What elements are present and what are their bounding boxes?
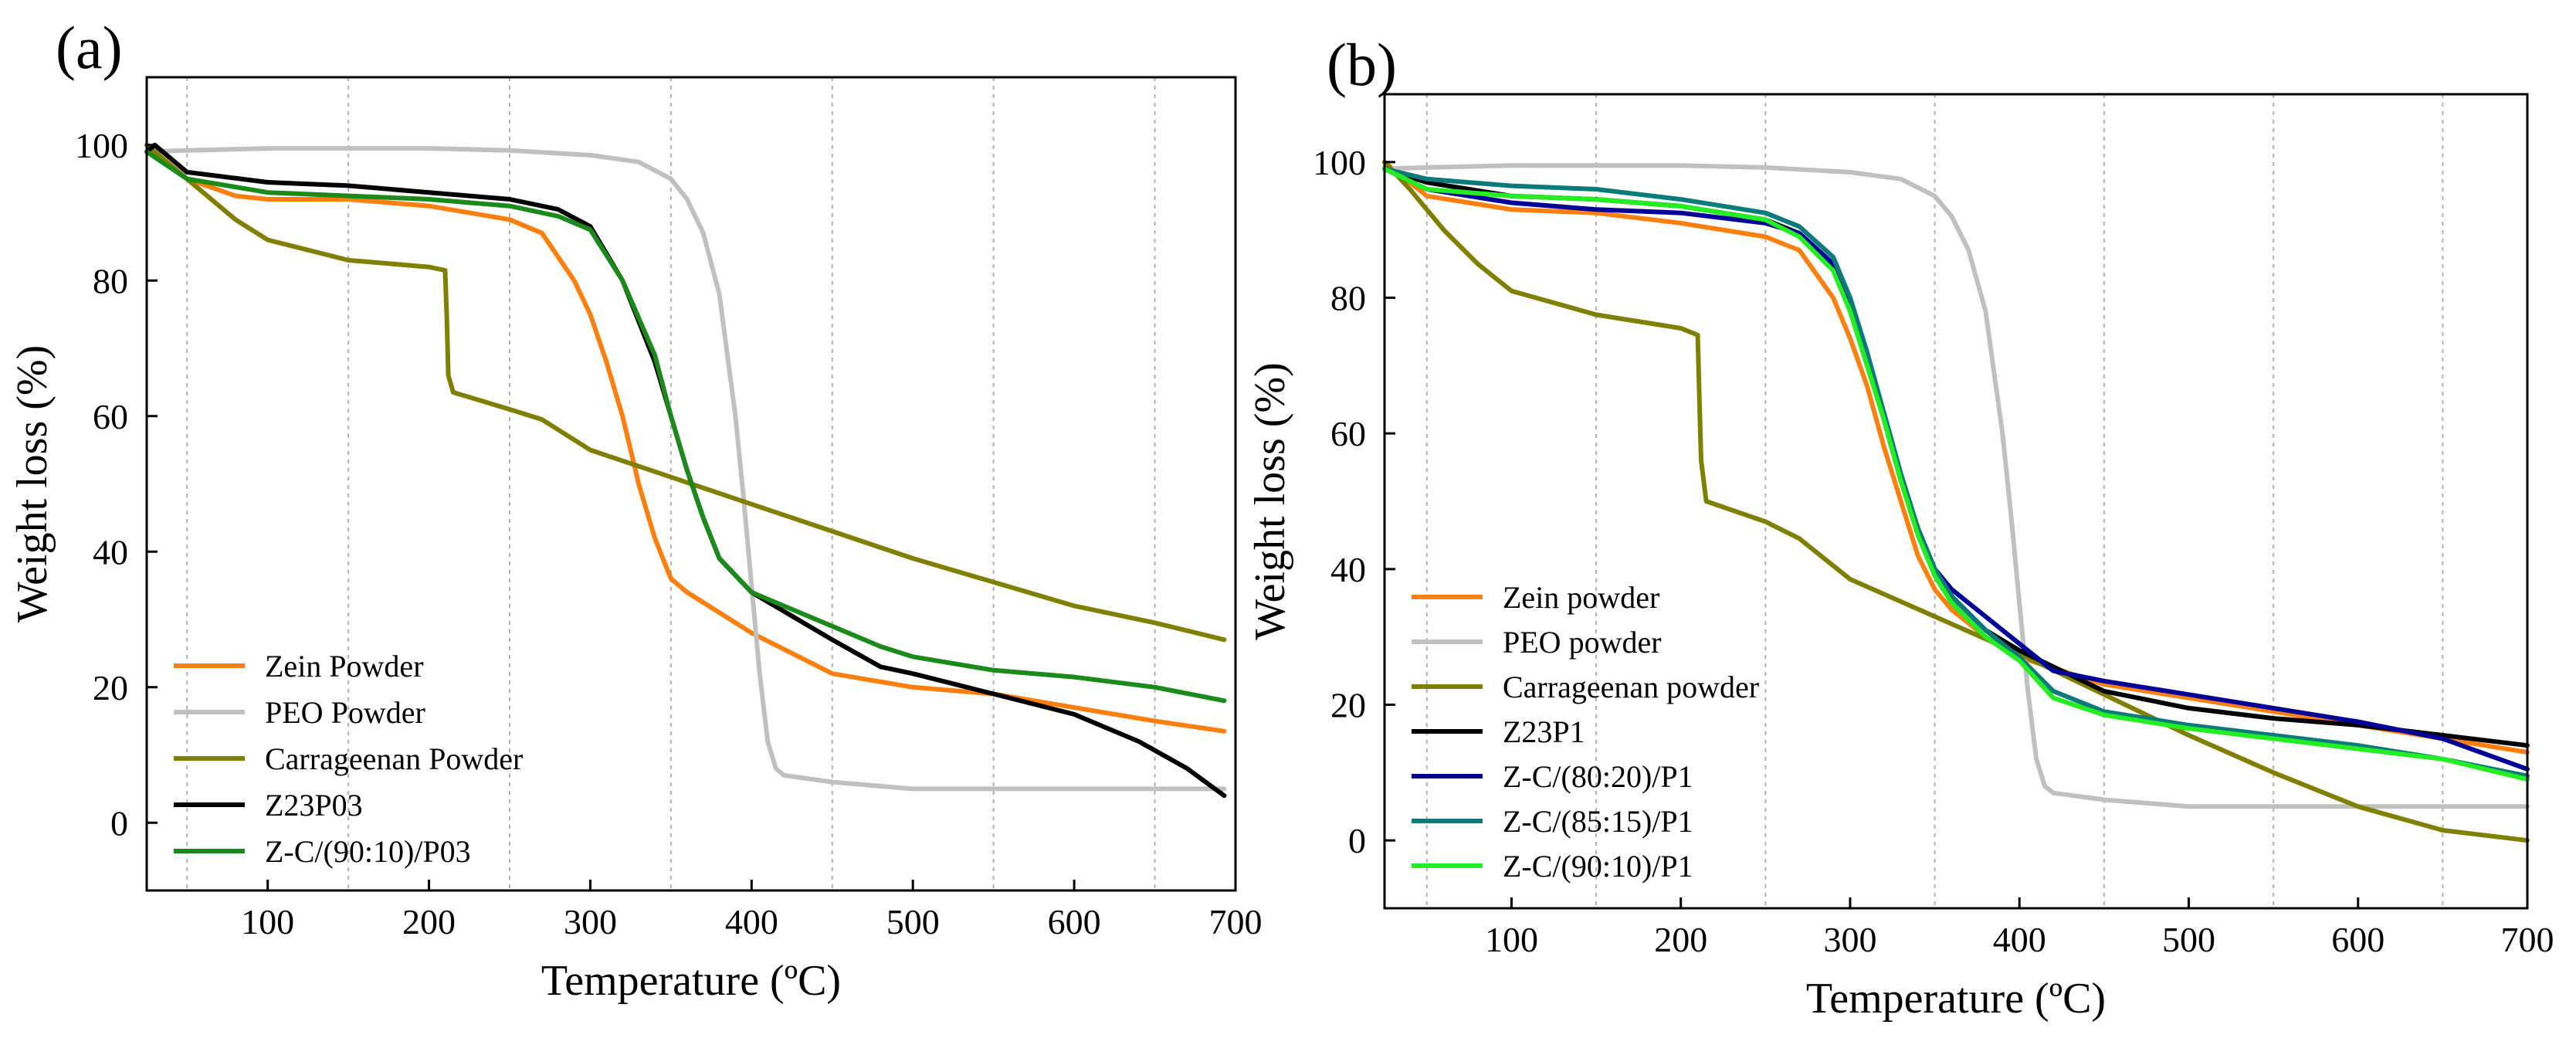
legend-label: Z-C/(90:10)/P03 xyxy=(265,834,471,869)
x-tick-label: 200 xyxy=(1654,920,1707,959)
x-tick-label: 700 xyxy=(2501,920,2554,959)
y-tick-label: 60 xyxy=(1330,414,1366,453)
x-tick-label: 400 xyxy=(725,902,778,941)
legend-label: Z-C/(90:10)/P1 xyxy=(1503,849,1693,884)
chart-panel-a: (a) 100 200 300 400 500 600 700 0 20 40 60 80 100 T… xyxy=(8,14,1263,1005)
panel-label: (b) xyxy=(1327,31,1397,98)
y-tick-label: 40 xyxy=(1330,550,1366,589)
legend-label: PEO Powder xyxy=(265,695,425,730)
y-tick-label: 80 xyxy=(1330,279,1366,318)
x-tick-label: 400 xyxy=(1993,920,2046,959)
chart-panel-b: (b) 100 200 300 400 500 600 700 0 20 40 60 80 100 T… xyxy=(1246,31,2554,1023)
y-tick-label: 60 xyxy=(93,397,128,436)
series-lines xyxy=(1382,159,2530,843)
x-axis-ticks: 100 200 300 400 500 600 700 xyxy=(1485,897,2554,959)
x-axis-label: Temperature (ºC) xyxy=(541,957,841,1005)
panel-label: (a) xyxy=(56,14,123,81)
legend-label: Zein Powder xyxy=(265,649,424,684)
series-line xyxy=(144,142,1227,734)
x-tick-label: 300 xyxy=(564,902,617,941)
legend-label: Z-C/(80:20)/P1 xyxy=(1503,759,1693,794)
legend-label: Carrageenan Powder xyxy=(265,741,523,776)
y-tick-label: 80 xyxy=(93,261,128,300)
x-axis-ticks: 100 200 300 400 500 600 700 xyxy=(241,880,1263,941)
legend-label: PEO powder xyxy=(1503,625,1662,660)
y-tick-label: 20 xyxy=(93,668,128,707)
x-tick-label: 600 xyxy=(2331,920,2384,959)
series-line xyxy=(1382,166,2530,782)
y-tick-label: 0 xyxy=(1348,821,1366,860)
series-line xyxy=(1382,163,2530,809)
y-tick-label: 40 xyxy=(93,532,128,572)
legend-label: Carrageenan powder xyxy=(1503,670,1759,704)
y-tick-label: 100 xyxy=(75,126,128,165)
y-tick-label: 100 xyxy=(1313,143,1366,182)
legend-label: Z23P1 xyxy=(1503,714,1585,749)
y-axis-ticks: 0 20 40 60 80 100 xyxy=(75,126,158,843)
x-tick-label: 500 xyxy=(2162,920,2215,959)
x-tick-label: 500 xyxy=(886,902,940,941)
x-tick-label: 700 xyxy=(1209,902,1263,941)
legend-label: Z-C/(85:15)/P1 xyxy=(1503,804,1693,839)
legend-label: Zein powder xyxy=(1503,580,1659,615)
series-lines xyxy=(144,142,1227,799)
y-tick-label: 20 xyxy=(1330,686,1366,725)
y-axis-label: Weight loss (%) xyxy=(8,345,56,622)
y-tick-label: 0 xyxy=(110,803,128,843)
x-tick-label: 100 xyxy=(241,902,294,941)
x-tick-label: 200 xyxy=(402,902,456,941)
x-tick-label: 100 xyxy=(1485,920,1538,959)
series-line xyxy=(1382,159,2530,843)
y-axis-label: Weight loss (%) xyxy=(1246,362,1294,639)
series-line xyxy=(144,149,1227,704)
legend: Zein Powder PEO Powder Carrageenan Powder Z… xyxy=(174,649,523,869)
x-tick-label: 300 xyxy=(1823,920,1876,959)
legend: Zein powder PEO powder Carrageenan powder Z… xyxy=(1412,580,1759,884)
plot-frame xyxy=(1383,93,2529,910)
series-line xyxy=(144,142,1227,643)
x-axis-label: Temperature (ºC) xyxy=(1806,975,2106,1023)
plot-frame xyxy=(145,76,1237,892)
series-line xyxy=(144,146,1227,792)
series-line xyxy=(1382,159,2530,755)
x-tick-label: 600 xyxy=(1048,902,1101,941)
y-axis-ticks: 0 20 40 60 80 100 xyxy=(1313,143,1395,860)
legend-label: Z23P03 xyxy=(265,788,363,823)
